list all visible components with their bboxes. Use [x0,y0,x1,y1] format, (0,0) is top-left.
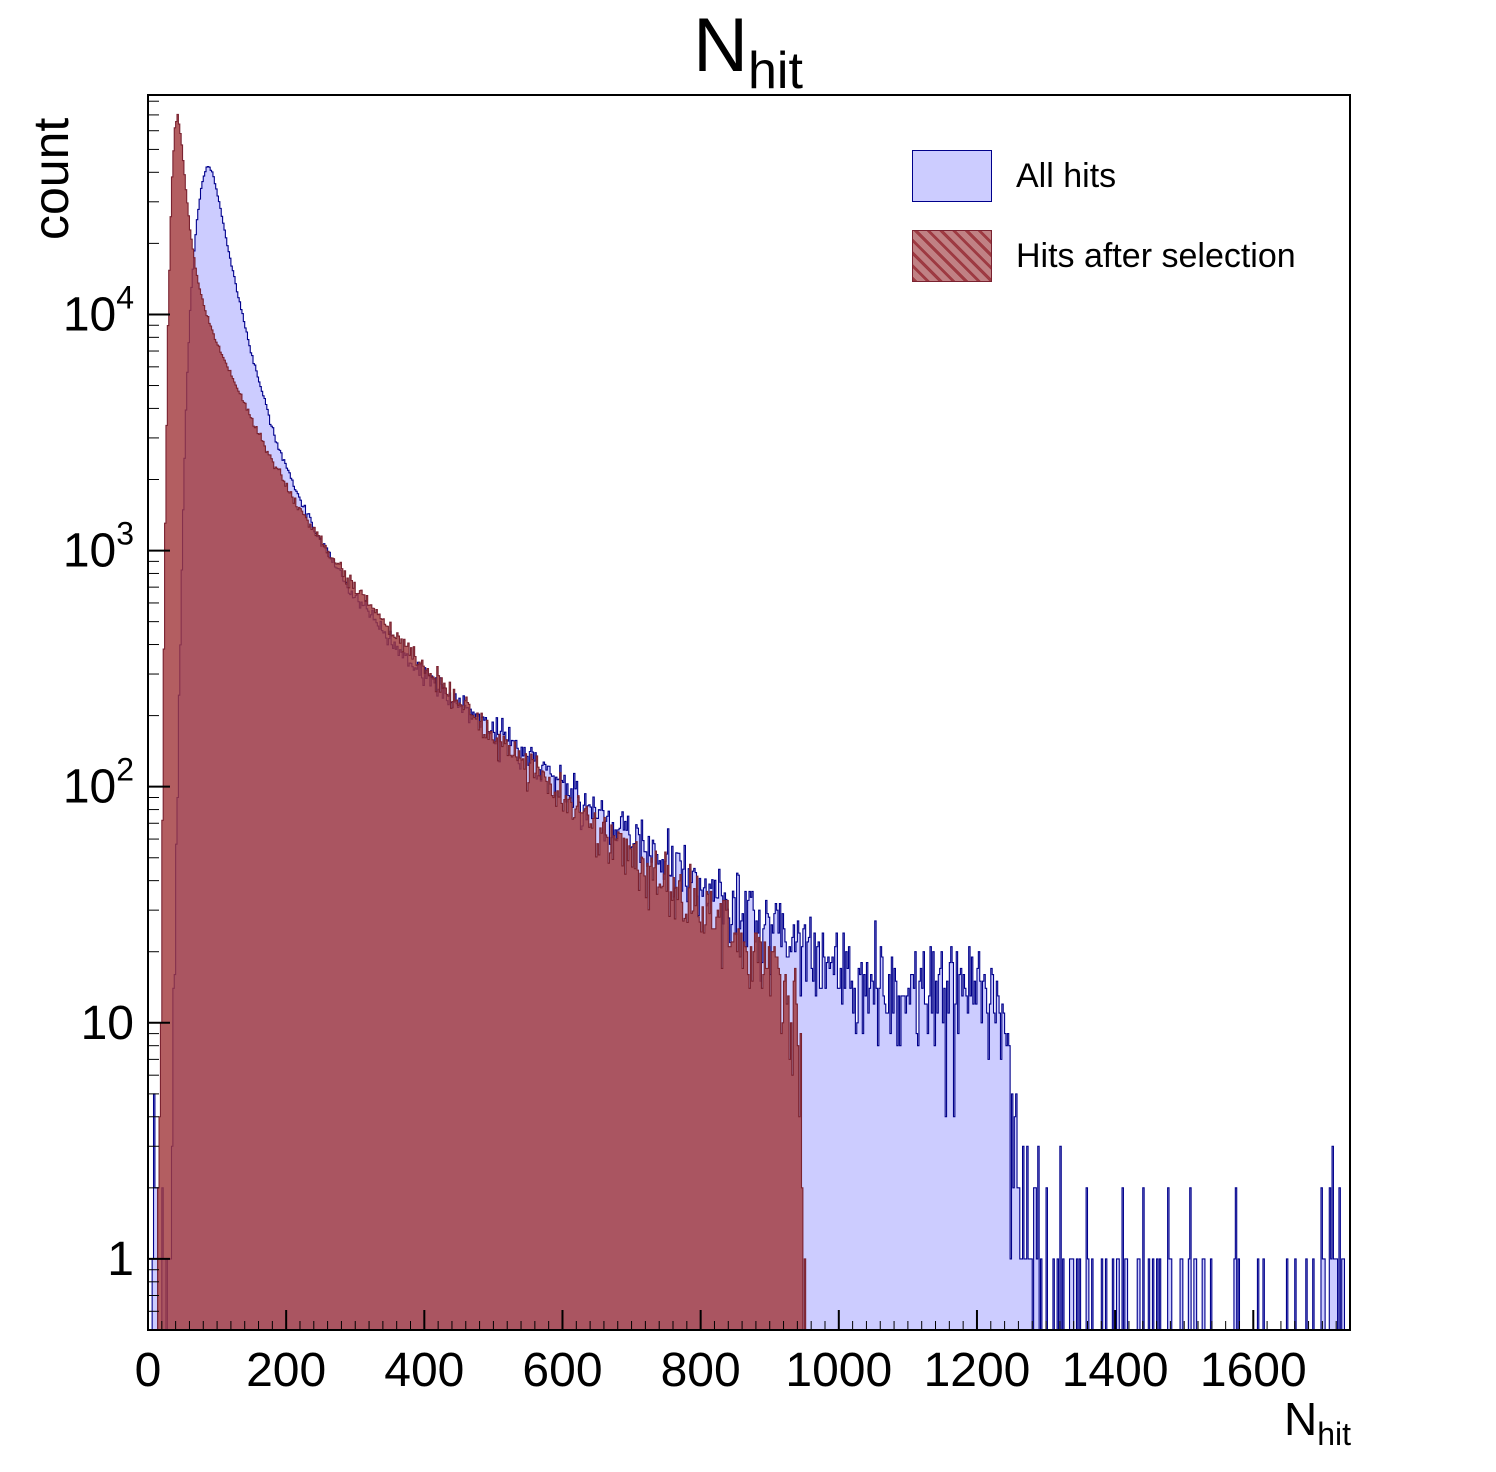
x-axis-label: Nhit [1284,1392,1351,1452]
legend: All hits Hits after selection [912,150,1296,282]
chart-title-main: N [693,3,748,88]
y-tick-label: 10 [81,997,134,1050]
legend-swatch-red [912,230,992,282]
chart-title: Nhit [0,2,1496,100]
plot-frame [147,94,1351,1331]
legend-label: All hits [1016,156,1117,195]
x-tick-label: 1000 [785,1344,892,1397]
y-tick-label: 1 [107,1233,134,1286]
plot-area [148,113,1350,1331]
x-tick-label: 0 [135,1344,162,1397]
y-tick-label: 103 [63,516,134,578]
x-tick-label: 1600 [1200,1344,1307,1397]
y-tick-label: 102 [63,752,134,814]
x-tick-label: 800 [661,1344,741,1397]
x-tick-label: 1200 [924,1344,1031,1397]
x-axis-label-subscript: hit [1317,1416,1352,1453]
series-hits-after-selection-fill [148,114,1350,1331]
chart-title-subscript: hit [747,42,803,101]
legend-item-all-hits: All hits [912,150,1296,202]
x-tick-label: 600 [522,1344,602,1397]
y-tick-label: 104 [63,279,134,341]
axis-ticks [147,100,1351,1330]
y-axis-label: count [23,117,79,240]
x-axis-label-main: N [1284,1393,1318,1445]
axis-tick-labels: 0 200 400 600 800 1000 1200 1400 1600 1 10 102 103 10… [63,279,1307,1397]
x-tick-label: 1400 [1062,1344,1169,1397]
legend-label: Hits after selection [1016,236,1296,275]
x-tick-label: 400 [384,1344,464,1397]
legend-swatch-blue [912,150,992,202]
x-tick-label: 200 [246,1344,326,1397]
legend-item-hits-after-selection: Hits after selection [912,230,1296,282]
